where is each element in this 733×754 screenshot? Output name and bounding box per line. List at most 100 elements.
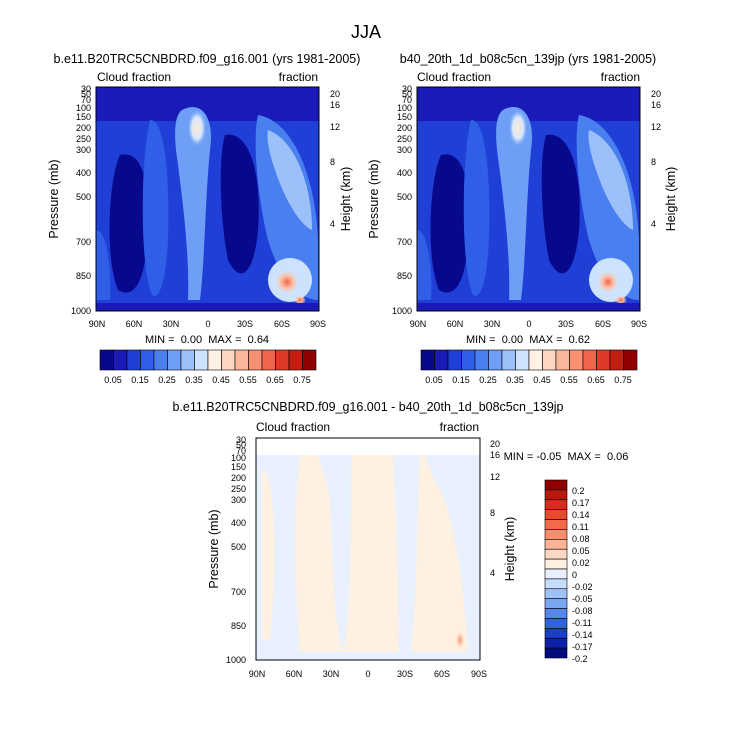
panel-model2: b40_20th_1d_b08c5cn_139jp (yrs 1981-2005… xyxy=(367,52,678,385)
y-tick-label: 300 xyxy=(76,145,91,155)
colorbar-box xyxy=(544,558,568,570)
y-right-tick-label: 4 xyxy=(651,219,656,229)
y-right-tick-label: 16 xyxy=(330,100,340,110)
y-tick-label: 500 xyxy=(76,192,91,202)
y-tick-label: 500 xyxy=(397,192,412,202)
colorbar-label: -0.05 xyxy=(572,594,593,604)
colorbar-label: 0.05 xyxy=(425,375,443,385)
y-tick-label: 850 xyxy=(76,271,91,281)
stats-label: MIN = -0.05 MAX = 0.06 xyxy=(504,451,629,463)
colorbar-label: 0.45 xyxy=(212,375,230,385)
colorbar-label: -0.14 xyxy=(572,630,593,640)
y-tick-label: 30 xyxy=(236,435,246,445)
y-tick-label: 150 xyxy=(76,112,91,122)
panel-difference: b.e11.B20TRC5CNBDRD.f09_g16.001 - b40_20… xyxy=(172,400,628,679)
y-axis-right: 20 16 12 8 4 xyxy=(330,89,340,229)
colorbar-label: 0.15 xyxy=(131,375,149,385)
colorbar-label: 0.02 xyxy=(572,558,590,568)
colorbar-box xyxy=(288,349,303,371)
colorbar-label: 0.75 xyxy=(293,375,311,385)
y-tick-label: 850 xyxy=(397,271,412,281)
panel-title: b.e11.B20TRC5CNBDRD.f09_g16.001 - b40_20… xyxy=(172,400,563,414)
y-axis-right: 20 16 12 8 4 xyxy=(490,439,500,578)
colorbar-label: -0.08 xyxy=(572,606,593,616)
colorbar-box xyxy=(544,647,568,659)
colorbar-box xyxy=(544,578,568,590)
colorbar-label: 0.65 xyxy=(587,375,605,385)
colorbar-box xyxy=(544,637,568,649)
x-axis: 90N 60N 30N 0 30S 60S 90S xyxy=(410,319,647,329)
x-tick-label: 0 xyxy=(205,319,210,329)
x-tick-label: 60N xyxy=(447,319,464,329)
y-right-tick-label: 8 xyxy=(330,157,335,167)
x-tick-label: 0 xyxy=(526,319,531,329)
colorbar-label: 0.45 xyxy=(533,375,551,385)
y-tick-label: 700 xyxy=(397,237,412,247)
page-title: JJA xyxy=(351,22,381,42)
x-tick-label: 30S xyxy=(558,319,574,329)
y-axis-title: Pressure (mb) xyxy=(207,509,221,588)
left-label: Cloud fraction xyxy=(97,70,171,84)
y-right-axis-title: Height (km) xyxy=(664,167,678,232)
x-tick-label: 60S xyxy=(274,319,290,329)
colorbar-box xyxy=(234,349,249,371)
x-tick-label: 60N xyxy=(126,319,143,329)
y-tick-label: 200 xyxy=(76,123,91,133)
panel-model1: b.e11.B20TRC5CNBDRD.f09_g16.001 (yrs 198… xyxy=(47,52,360,385)
panel-title: b.e11.B20TRC5CNBDRD.f09_g16.001 (yrs 198… xyxy=(54,52,361,66)
colorbar-box xyxy=(544,519,568,530)
contour-field xyxy=(96,87,319,311)
colorbar-box xyxy=(501,349,516,371)
colorbar-box xyxy=(261,349,276,371)
colorbar-label: 0.25 xyxy=(158,375,176,385)
colorbar-box xyxy=(488,349,503,371)
colorbar-label: 0.55 xyxy=(239,375,257,385)
colorbar-box xyxy=(474,349,489,371)
colorbar-box xyxy=(609,349,624,371)
colorbar-label: -0.2 xyxy=(572,654,588,664)
x-tick-label: 60S xyxy=(434,669,450,679)
x-tick-label: 0 xyxy=(365,669,370,679)
colorbar-label: 0.55 xyxy=(560,375,578,385)
y-tick-label: 50 xyxy=(236,440,246,450)
left-label: Cloud fraction xyxy=(256,420,330,434)
right-label: fraction xyxy=(601,70,640,84)
y-axis-left: 30 50 70 100 150 200 250 300 400 500 700… xyxy=(392,84,412,316)
x-tick-label: 30S xyxy=(397,669,413,679)
colorbar-model2 xyxy=(420,349,638,371)
colorbar-box xyxy=(248,349,263,371)
colorbar-label: 0.65 xyxy=(266,375,284,385)
colorbar-box xyxy=(126,349,141,371)
colorbar-box xyxy=(544,618,568,629)
y-right-tick-label: 20 xyxy=(490,439,500,449)
colorbar-label: -0.17 xyxy=(572,642,593,652)
y-tick-label: 500 xyxy=(231,542,246,552)
x-tick-label: 30N xyxy=(484,319,501,329)
x-tick-label: 30S xyxy=(237,319,253,329)
colorbar-box xyxy=(544,479,568,491)
colorbar-label: 0.05 xyxy=(104,375,122,385)
y-right-tick-label: 8 xyxy=(651,157,656,167)
colorbar-box xyxy=(544,499,568,510)
colorbar-box xyxy=(221,349,236,371)
panel-title: b40_20th_1d_b08c5cn_139jp (yrs 1981-2005… xyxy=(400,52,656,66)
colorbar-box xyxy=(544,608,568,619)
colorbar-box xyxy=(544,529,568,540)
x-tick-label: 30N xyxy=(163,319,180,329)
x-tick-label: 60S xyxy=(595,319,611,329)
x-tick-label: 90S xyxy=(310,319,326,329)
colorbar-box xyxy=(434,349,449,371)
y-right-tick-label: 12 xyxy=(490,472,500,482)
colorbar-box xyxy=(528,349,543,371)
y-tick-label: 250 xyxy=(76,134,91,144)
colorbar-difference xyxy=(544,479,568,659)
colorbar-model1 xyxy=(99,349,317,371)
x-tick-label: 90N xyxy=(89,319,106,329)
y-right-tick-label: 8 xyxy=(490,508,495,518)
colorbar-box xyxy=(167,349,182,371)
y-right-tick-label: 16 xyxy=(651,100,661,110)
colorbar-label: 0.11 xyxy=(572,522,589,532)
colorbar-box xyxy=(544,489,568,501)
x-tick-label: 90N xyxy=(410,319,427,329)
y-tick-label: 400 xyxy=(76,168,91,178)
